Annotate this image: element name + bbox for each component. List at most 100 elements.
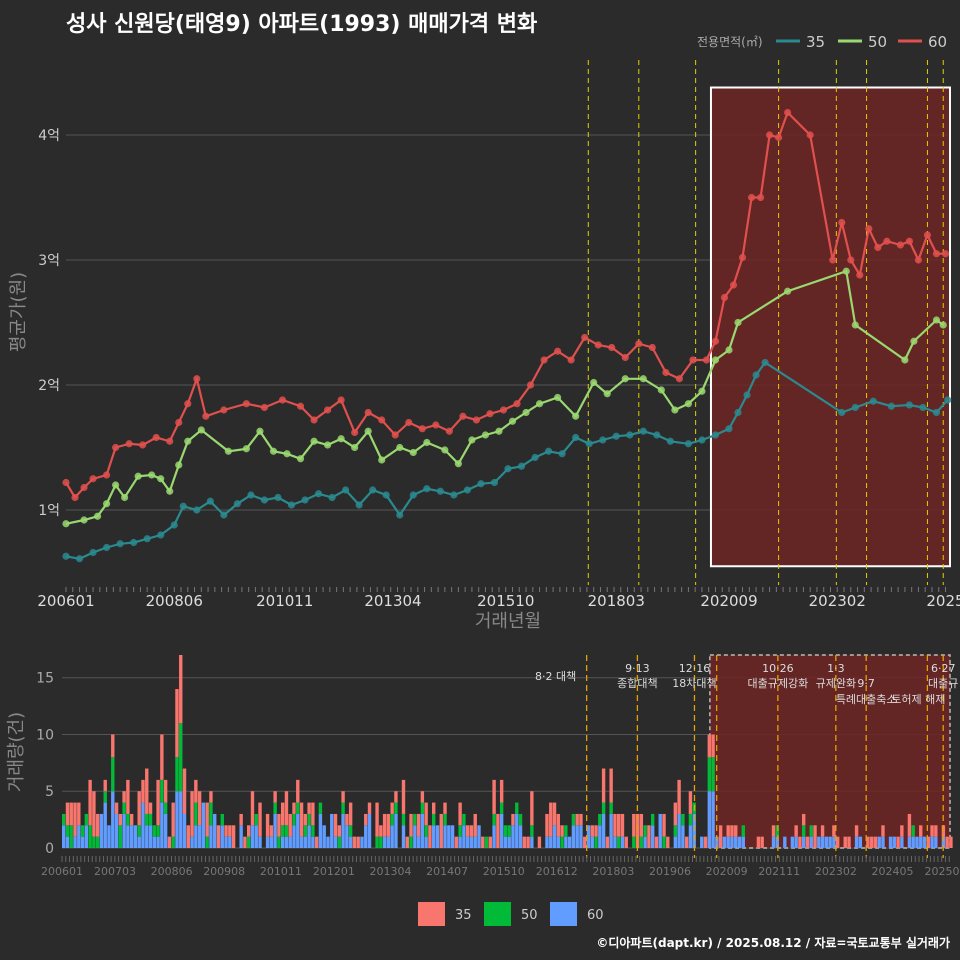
- series-point-60: [152, 433, 160, 442]
- vol-bar-35: [609, 768, 613, 803]
- price-y-tick-label: 2억: [38, 378, 60, 394]
- series-point-35: [206, 497, 214, 505]
- vol-bar-50: [518, 813, 523, 826]
- vol-bar-60: [922, 836, 927, 848]
- price-legend-label-60: 60: [928, 33, 947, 51]
- vol-bar-35: [560, 825, 564, 837]
- vol-bar-35: [352, 836, 357, 848]
- vol-bar-35: [798, 836, 802, 848]
- series-point-60: [711, 337, 720, 345]
- vol-bar-60: [737, 836, 742, 848]
- series-point-60: [856, 271, 864, 279]
- series-point-60: [296, 402, 305, 410]
- vol-bar-35: [382, 813, 387, 837]
- vol-bar-35: [647, 825, 651, 848]
- vol-bar-35: [919, 825, 923, 837]
- series-point-50: [157, 475, 165, 483]
- vol-bar-35: [314, 836, 319, 848]
- series-point-35: [193, 506, 201, 514]
- vol-bar-35: [465, 825, 470, 837]
- series-point-50: [554, 393, 562, 402]
- series-point-60: [526, 381, 535, 389]
- vol-bar-60: [900, 836, 904, 848]
- vol-bar-50: [515, 802, 519, 814]
- vol-bar-60: [416, 836, 421, 848]
- vol-bar-35: [111, 734, 115, 758]
- vol-bar-35: [718, 825, 723, 848]
- vol-bar-50: [111, 757, 115, 792]
- vol-bar-60: [907, 836, 912, 848]
- series-point-50: [734, 318, 742, 327]
- vol-x-tick-label: 202009: [706, 865, 748, 878]
- vol-bar-50: [145, 813, 149, 826]
- series-point-60: [883, 237, 891, 245]
- series-point-35: [666, 437, 674, 445]
- vol-bar-60: [609, 813, 613, 848]
- vol-bar-35: [73, 802, 77, 837]
- price-x-tick-label: 201011: [256, 592, 313, 610]
- vol-x-tick-label: 202111: [758, 865, 800, 878]
- vol-bar-35: [866, 836, 870, 848]
- vol-bar-60: [507, 836, 511, 848]
- series-point-35: [396, 511, 404, 519]
- vol-bar-35: [835, 836, 840, 848]
- series-point-60: [932, 250, 941, 258]
- vol-bar-50: [609, 802, 613, 814]
- price-x-tick-label: 200806: [146, 592, 203, 610]
- vol-bar-35: [182, 768, 187, 814]
- vol-bar-60: [258, 836, 262, 848]
- vol-bar-50: [650, 813, 655, 826]
- vol-bar-35: [126, 779, 130, 814]
- vol-bar-35: [190, 791, 194, 837]
- vol-bar-60: [911, 836, 915, 848]
- vol-bar-60: [707, 791, 712, 848]
- series-point-60: [112, 443, 120, 452]
- vol-bar-35: [148, 802, 153, 814]
- vol-bar-35: [726, 825, 730, 837]
- series-point-60: [405, 418, 413, 427]
- vol-bar-35: [92, 791, 96, 837]
- vol-bar-50: [911, 825, 915, 837]
- series-point-35: [558, 450, 566, 458]
- policy-label-date: 9·7: [857, 677, 875, 690]
- series-point-50: [572, 412, 580, 420]
- series-point-50: [351, 443, 359, 452]
- vol-bar-35: [118, 813, 123, 826]
- series-point-35: [116, 540, 124, 548]
- vol-bar-35: [832, 825, 836, 837]
- vol-bar-60: [590, 836, 594, 848]
- vol-bar-60: [794, 836, 798, 848]
- series-point-60: [829, 256, 837, 264]
- vol-bar-35: [734, 825, 738, 837]
- series-point-60: [80, 483, 88, 492]
- series-point-35: [260, 496, 269, 504]
- series-point-35: [572, 433, 580, 442]
- vol-bar-35: [594, 825, 598, 837]
- series-point-50: [481, 431, 490, 439]
- vol-bar-50: [458, 825, 462, 837]
- vol-bar-50: [379, 836, 383, 848]
- series-point-35: [752, 371, 760, 379]
- series-point-35: [612, 432, 620, 440]
- vol-bar-60: [103, 802, 107, 848]
- vol-bar-60: [190, 836, 194, 848]
- vol-bar-60: [360, 836, 364, 848]
- price-x-tick-label: 202009: [700, 592, 757, 610]
- series-point-60: [648, 343, 656, 352]
- vol-bar-60: [220, 825, 224, 848]
- vol-bar-60: [284, 836, 289, 848]
- vol-bar-35: [639, 813, 644, 837]
- policy-label-date: 8·2 대책: [535, 670, 576, 683]
- vol-bar-60: [364, 825, 368, 848]
- vol-bar-60: [567, 836, 572, 848]
- vol-bar-60: [148, 825, 153, 848]
- vol-bar-35: [228, 825, 232, 837]
- vol-bar-50: [194, 802, 198, 826]
- policy-label-name: 토허제 해제: [891, 692, 945, 706]
- vol-bar-50: [571, 813, 576, 826]
- vol-bar-60: [394, 813, 398, 848]
- vol-bar-60: [601, 813, 606, 848]
- vol-bar-60: [330, 813, 334, 848]
- series-point-50: [166, 487, 174, 495]
- vol-bar-35: [930, 825, 934, 837]
